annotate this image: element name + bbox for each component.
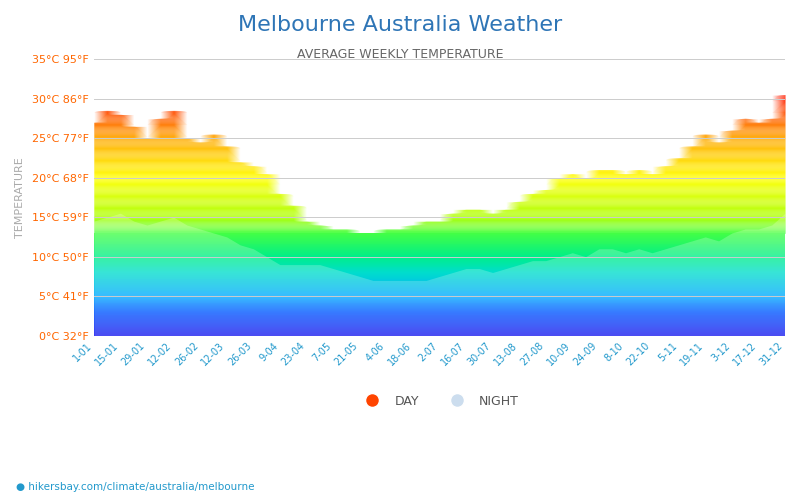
Y-axis label: TEMPERATURE: TEMPERATURE [15,157,25,238]
Text: ● hikersbay.com/climate/australia/melbourne: ● hikersbay.com/climate/australia/melbou… [16,482,254,492]
Text: Melbourne Australia Weather: Melbourne Australia Weather [238,15,562,35]
Legend: DAY, NIGHT: DAY, NIGHT [354,390,524,412]
Text: AVERAGE WEEKLY TEMPERATURE: AVERAGE WEEKLY TEMPERATURE [297,48,503,60]
